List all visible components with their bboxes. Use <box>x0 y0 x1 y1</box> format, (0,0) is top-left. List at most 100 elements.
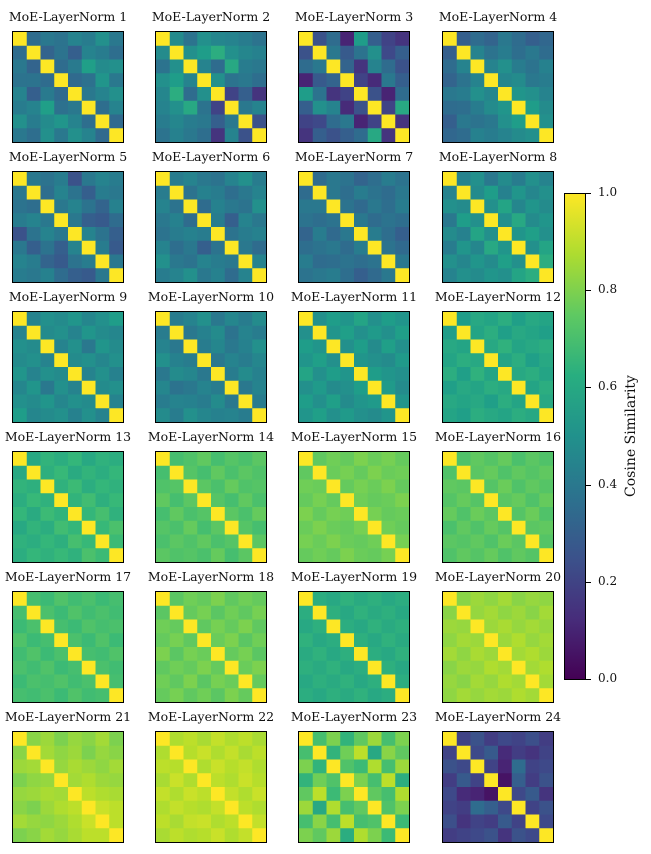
heatmap-cell <box>525 185 540 200</box>
heatmap-cell <box>484 745 499 760</box>
heatmap-cell <box>312 660 327 675</box>
heatmap-cell <box>68 312 83 327</box>
heatmap-cell <box>326 380 341 395</box>
heatmap-cell <box>456 592 471 607</box>
heatmap-cell <box>498 520 513 535</box>
heatmap-cell <box>456 773 471 788</box>
heatmap-cell <box>443 128 458 142</box>
heatmap-cell <box>395 408 409 422</box>
heatmap-cell <box>224 240 239 255</box>
heatmap-cell <box>484 828 499 842</box>
heatmap-cell <box>40 312 55 327</box>
heatmap-cell <box>484 87 499 102</box>
heatmap-cell <box>224 408 239 422</box>
heatmap-cell <box>40 45 55 60</box>
heatmap-cell <box>299 800 314 815</box>
heatmap-cell <box>299 325 314 340</box>
heatmap-cell <box>443 759 458 774</box>
heatmap-cell <box>395 367 409 382</box>
heatmap-cell <box>326 787 341 802</box>
heatmap-cell <box>81 647 96 662</box>
heatmap-cell <box>252 520 266 535</box>
panel-title-4: MoE-LayerNorm 4 <box>438 9 558 24</box>
heatmap-cell <box>238 674 253 689</box>
heatmap-cell <box>395 114 409 129</box>
heatmap-cell <box>40 759 55 774</box>
heatmap-cell <box>197 660 212 675</box>
heatmap-cell <box>312 59 327 74</box>
heatmap-cell <box>197 73 212 88</box>
heatmap-cell <box>326 254 341 269</box>
heatmap-cell <box>109 660 123 675</box>
heatmap-cell <box>169 213 184 228</box>
heatmap-cell <box>539 394 553 409</box>
heatmap-cell <box>354 199 369 214</box>
heatmap-cell <box>312 773 327 788</box>
heatmap-cell <box>13 45 28 60</box>
heatmap-cell <box>95 227 110 242</box>
heatmap-cell <box>484 312 499 327</box>
heatmap-cell <box>40 647 55 662</box>
heatmap-cell <box>312 87 327 102</box>
heatmap-cell <box>340 87 355 102</box>
heatmap-cell <box>169 45 184 60</box>
heatmap-cell <box>95 325 110 340</box>
heatmap-cell <box>238 408 253 422</box>
heatmap-cell <box>211 548 226 562</box>
heatmap-cell <box>498 73 513 88</box>
heatmap-cell <box>470 59 485 74</box>
heatmap-cell <box>252 605 266 620</box>
heatmap-cell <box>224 732 239 747</box>
heatmap-cell <box>484 787 499 802</box>
heatmap-cell <box>395 87 409 102</box>
heatmap-cell <box>54 465 69 480</box>
heatmap-cell <box>354 380 369 395</box>
heatmap-cell <box>68 493 83 508</box>
heatmap-cell <box>299 660 314 675</box>
heatmap-cell <box>211 73 226 88</box>
heatmap-cell <box>299 745 314 760</box>
heatmap-cell <box>81 268 96 282</box>
heatmap-cell <box>197 688 212 702</box>
heatmap-cell <box>252 800 266 815</box>
heatmap-cell <box>183 339 198 354</box>
heatmap-cell <box>211 787 226 802</box>
heatmap-cell <box>511 73 526 88</box>
heatmap-cell <box>169 534 184 549</box>
heatmap-cell <box>484 619 499 634</box>
heatmap-cell <box>367 100 382 115</box>
heatmap-cell <box>54 507 69 522</box>
heatmap-cell <box>197 647 212 662</box>
heatmap-cell <box>13 128 28 142</box>
heatmap-cell <box>511 380 526 395</box>
heatmap-cell <box>68 479 83 494</box>
heatmap-cell <box>484 493 499 508</box>
heatmap-cell <box>156 534 171 549</box>
heatmap-cell <box>54 674 69 689</box>
heatmap-cell <box>68 87 83 102</box>
heatmap-cell <box>498 688 513 702</box>
heatmap-cell <box>109 479 123 494</box>
heatmap-cell <box>211 465 226 480</box>
heatmap-cell <box>525 534 540 549</box>
heatmap-cell <box>484 452 499 467</box>
heatmap-cell <box>511 452 526 467</box>
heatmap-cell <box>443 199 458 214</box>
heatmap-cell <box>81 619 96 634</box>
heatmap-cell <box>470 312 485 327</box>
heatmap-cell <box>470 73 485 88</box>
heatmap-cell <box>40 619 55 634</box>
heatmap-cell <box>95 128 110 142</box>
heatmap-cell <box>95 100 110 115</box>
heatmap-cell <box>539 773 553 788</box>
heatmap-cell <box>367 605 382 620</box>
heatmap-cell <box>381 479 396 494</box>
heatmap-cell <box>340 32 355 47</box>
heatmap-cell <box>81 548 96 562</box>
heatmap-cell <box>299 199 314 214</box>
heatmap-cell <box>498 507 513 522</box>
heatmap-cell <box>169 240 184 255</box>
heatmap-cell <box>197 633 212 648</box>
heatmap-cell <box>68 213 83 228</box>
heatmap-cell <box>326 674 341 689</box>
